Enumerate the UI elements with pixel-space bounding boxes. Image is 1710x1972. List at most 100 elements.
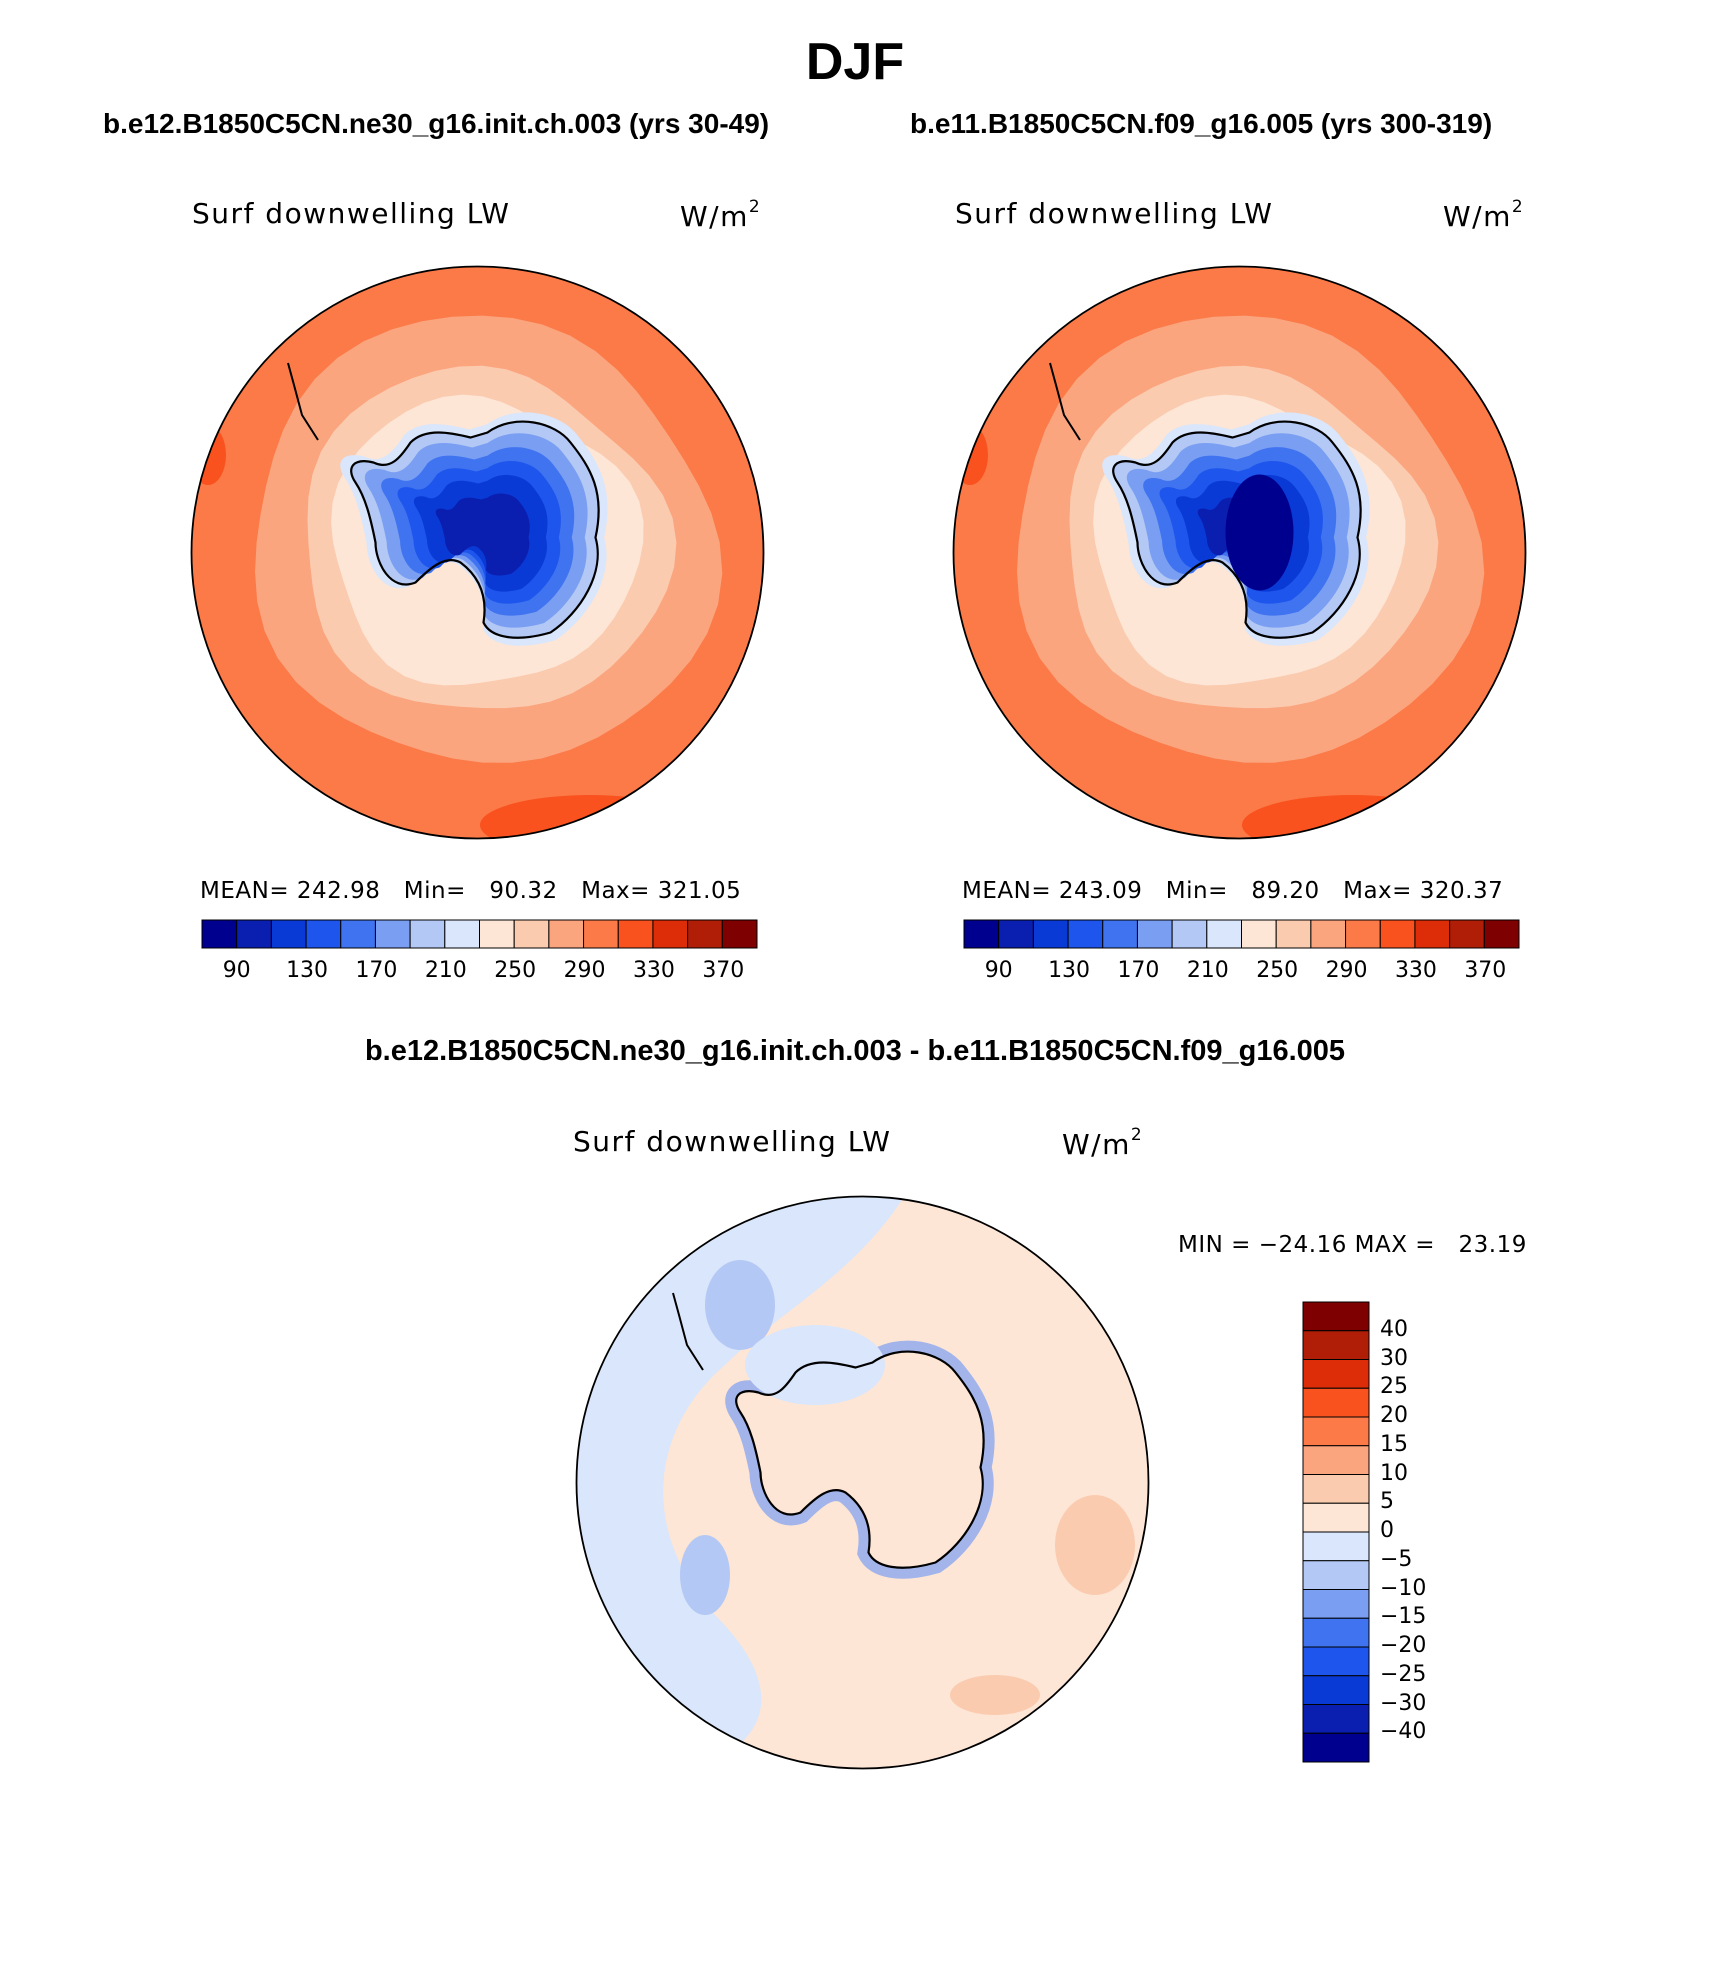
colorbar-box-c1 (963, 919, 1000, 949)
colorbar-box-c13 (617, 919, 654, 949)
colorbar-tick-label: 5 (1380, 1489, 1394, 1515)
colorbar-tick-label: −15 (1380, 1604, 1427, 1630)
diff-negative-patch-2 (680, 1535, 730, 1615)
panel1-polar-map (190, 265, 765, 840)
colorbar-box-c16 (1302, 1301, 1370, 1332)
colorbar-tick-label: 370 (702, 958, 745, 983)
colorbar-box-c14 (652, 919, 689, 949)
panel1-stats: MEAN= 242.98 Min= 90.32 Max= 321.05 (200, 878, 742, 904)
colorbar-box-c6 (1136, 919, 1173, 949)
colorbar-box-c15 (687, 919, 723, 949)
colorbar-box-c12 (1345, 919, 1381, 949)
colorbar-box-c9 (1241, 919, 1277, 949)
diff-positive-patch-2 (950, 1675, 1040, 1715)
colorbar-tick-label: 130 (286, 958, 329, 983)
colorbar-box-c12 (1302, 1416, 1370, 1447)
diff-title: b.e12.B1850C5CN.ne30_g16.init.ch.003 - b… (364, 1035, 1346, 1067)
colorbar-box-c5 (340, 919, 376, 949)
antarctic-peninsula (672, 1292, 704, 1371)
panel2-colorbar (963, 919, 1520, 949)
diff-stats: MIN = −24.16 MAX = 23.19 (1178, 1232, 1527, 1258)
colorbar-box-c8 (1302, 1531, 1370, 1562)
colorbar-box-c13 (1379, 919, 1416, 949)
diff-negative-region (576, 1196, 905, 1769)
colorbar-tick-label: −5 (1380, 1546, 1413, 1572)
diff-positive-patch (1055, 1495, 1135, 1595)
colorbar-box-c14 (1302, 1359, 1370, 1389)
colorbar-tick-label: 25 (1380, 1374, 1408, 1400)
colorbar-box-c16 (1483, 919, 1520, 949)
colorbar-box-c8 (444, 919, 480, 949)
panel1-case-title: b.e12.B1850C5CN.ne30_g16.init.ch.003 (yr… (103, 108, 770, 139)
diff-colorbar (1302, 1301, 1370, 1763)
contour-c13 (1242, 795, 1462, 839)
colorbar-box-c8 (1206, 919, 1242, 949)
colorbar-box-c14 (1414, 919, 1451, 949)
contour-c1 (1225, 474, 1294, 591)
panel1-variable-label: Surf downwelling LW (192, 197, 511, 230)
colorbar-box-c7 (1171, 919, 1208, 949)
colorbar-tick-label: 40 (1380, 1316, 1408, 1342)
panel2-stats: MEAN= 243.09 Min= 89.20 Max= 320.37 (962, 878, 1504, 904)
page-title: DJF (805, 33, 905, 91)
colorbar-tick-label: 330 (1394, 958, 1437, 983)
panel2-colorbar-labels: 90 130 170 210 250 290 330 370 (964, 958, 1519, 986)
colorbar-box-c12 (583, 919, 619, 949)
colorbar-box-c2 (236, 919, 272, 949)
colorbar-tick-label: 90 (984, 958, 1013, 983)
colorbar-box-c4 (305, 919, 342, 949)
colorbar-tick-label: 290 (563, 958, 606, 983)
colorbar-box-c15 (1449, 919, 1485, 949)
colorbar-box-c4 (1302, 1646, 1370, 1677)
panel2-case-title: b.e11.B1850C5CN.f09_g16.005 (yrs 300-319… (910, 108, 1493, 139)
colorbar-box-c16 (721, 919, 758, 949)
colorbar-box-c11 (1310, 919, 1347, 949)
map-boundary (575, 1195, 1150, 1770)
contour-c2 (435, 493, 530, 576)
colorbar-box-c5 (1302, 1617, 1370, 1648)
colorbar-tick-label: 210 (424, 958, 467, 983)
diff-negative-patch (705, 1260, 775, 1350)
panel2-polar-map (952, 265, 1527, 840)
antarctic-peninsula (287, 362, 319, 441)
panel1-units-label: W/m2 (680, 197, 760, 233)
colorbar-tick-label: −20 (1380, 1633, 1427, 1658)
colorbar-box-c10 (1302, 1474, 1370, 1504)
antarctica-coastline (1112, 420, 1362, 639)
colorbar-tick-label: −10 (1380, 1575, 1427, 1601)
colorbar-tick-label: 250 (494, 958, 537, 983)
colorbar-tick-label: −25 (1380, 1661, 1427, 1687)
diff-polar-map (575, 1195, 1150, 1770)
colorbar-box-c5 (1102, 919, 1138, 949)
colorbar-box-c2 (998, 919, 1034, 949)
colorbar-tick-label: 250 (1256, 958, 1299, 983)
colorbar-tick-label: 370 (1464, 958, 1507, 983)
antarctica-coastline (735, 1350, 985, 1569)
colorbar-box-c10 (1275, 919, 1312, 949)
colorbar-box-c2 (1302, 1704, 1370, 1734)
colorbar-tick-label: 30 (1380, 1345, 1408, 1371)
colorbar-tick-label: −40 (1380, 1719, 1427, 1745)
colorbar-tick-label: 10 (1380, 1460, 1408, 1486)
colorbar-tick-label: 20 (1380, 1403, 1408, 1428)
colorbar-box-c1 (1302, 1732, 1370, 1763)
colorbar-box-c3 (1032, 919, 1069, 949)
diff-interior-negative (745, 1325, 885, 1405)
colorbar-tick-label: 90 (222, 958, 251, 983)
panel2-variable-label: Surf downwelling LW (955, 197, 1274, 230)
antarctic-peninsula (1049, 362, 1081, 441)
panel1-colorbar (201, 919, 758, 949)
colorbar-box-c9 (479, 919, 515, 949)
colorbar-tick-label: −30 (1380, 1690, 1427, 1716)
colorbar-box-c10 (513, 919, 550, 949)
map-boundary (952, 265, 1527, 840)
colorbar-box-c11 (548, 919, 585, 949)
map-boundary (190, 265, 765, 840)
colorbar-box-c6 (1302, 1589, 1370, 1619)
antarctica-coastline (350, 420, 600, 639)
colorbar-tick-label: 170 (1117, 958, 1160, 983)
colorbar-tick-label: 170 (355, 958, 398, 983)
diff-units-label: W/m2 (1062, 1125, 1142, 1161)
colorbar-box-c1 (201, 919, 238, 949)
colorbar-box-c7 (1302, 1560, 1370, 1590)
